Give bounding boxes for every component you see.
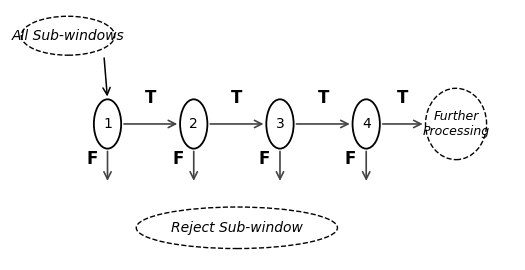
Ellipse shape bbox=[180, 99, 207, 148]
Text: Reject Sub-window: Reject Sub-window bbox=[171, 221, 303, 235]
Text: All Sub-windows: All Sub-windows bbox=[12, 29, 124, 43]
Ellipse shape bbox=[94, 99, 121, 148]
Text: F: F bbox=[172, 150, 184, 168]
Ellipse shape bbox=[22, 16, 114, 55]
Text: Further
Processing: Further Processing bbox=[423, 110, 490, 138]
Ellipse shape bbox=[266, 99, 293, 148]
Text: 1: 1 bbox=[103, 117, 112, 131]
Text: T: T bbox=[231, 89, 243, 107]
Text: T: T bbox=[397, 89, 408, 107]
Ellipse shape bbox=[353, 99, 380, 148]
Text: 4: 4 bbox=[362, 117, 371, 131]
Text: T: T bbox=[318, 89, 329, 107]
Text: 3: 3 bbox=[276, 117, 285, 131]
Ellipse shape bbox=[136, 207, 338, 249]
Text: F: F bbox=[345, 150, 356, 168]
Text: F: F bbox=[86, 150, 97, 168]
Text: F: F bbox=[258, 150, 270, 168]
Ellipse shape bbox=[425, 88, 487, 160]
Text: T: T bbox=[145, 89, 156, 107]
Text: 2: 2 bbox=[190, 117, 198, 131]
